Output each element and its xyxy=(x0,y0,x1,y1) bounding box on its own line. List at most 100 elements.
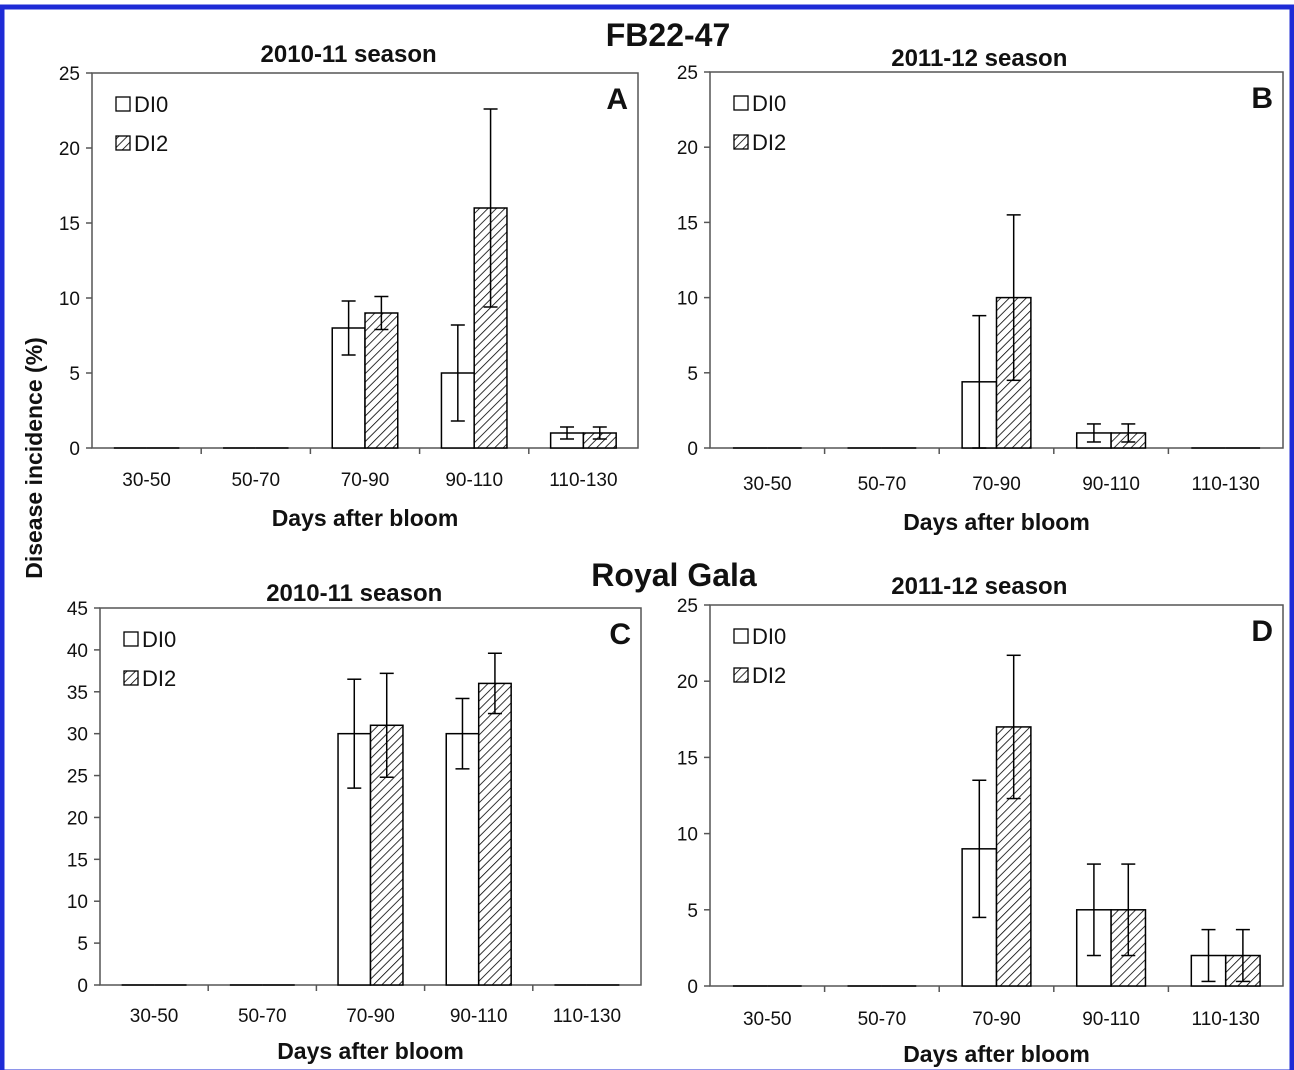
panels: 2010-11 season A 0 5 10 15 20 25 30-50 50-70 70-90… xyxy=(59,41,1284,1067)
error-bar xyxy=(347,678,362,789)
panel-letter: C xyxy=(609,618,631,651)
x-tick-label: 110-130 xyxy=(549,470,617,491)
x-tick-label: 50-70 xyxy=(231,470,280,491)
x-tick-label: 50-70 xyxy=(858,1009,907,1030)
error-bar xyxy=(592,426,607,440)
x-tick-label: 70-90 xyxy=(341,470,390,491)
legend-label: DI0 xyxy=(752,624,786,649)
error-bar xyxy=(1121,423,1136,443)
y-tick-label: 10 xyxy=(67,892,88,913)
legend-swatch xyxy=(123,631,139,647)
y-tick-label: 5 xyxy=(69,364,80,385)
error-bar xyxy=(374,295,389,331)
error-bar xyxy=(972,314,987,449)
x-tick-label: 30-50 xyxy=(743,474,792,495)
y-tick-label: 0 xyxy=(687,977,698,998)
legend-item-di2: DI2 xyxy=(733,130,786,155)
x-tick-label: 70-90 xyxy=(346,1006,395,1027)
y-tick-label: 20 xyxy=(677,672,698,693)
panel-letter: A xyxy=(606,83,628,116)
y-tick-label: 10 xyxy=(677,825,698,846)
x-axis-title: Days after bloom xyxy=(272,505,459,531)
error-bar xyxy=(972,779,987,919)
y-tick-label: 10 xyxy=(677,289,698,310)
y-tick-label: 15 xyxy=(67,850,88,871)
y-tick-label: 45 xyxy=(67,599,88,620)
panel-title: 2010-11 season xyxy=(266,580,442,607)
x-tick-label: 70-90 xyxy=(972,1009,1021,1030)
error-bar xyxy=(450,324,465,422)
error-bar xyxy=(1006,654,1021,800)
legend-label: DI2 xyxy=(142,666,176,691)
x-tick-label: 90-110 xyxy=(445,470,503,491)
legend-label: DI0 xyxy=(142,627,176,652)
y-tick-label: 5 xyxy=(77,934,88,955)
x-tick-label: 30-50 xyxy=(130,1006,179,1027)
y-tick-label: 15 xyxy=(59,214,80,235)
error-bar xyxy=(1235,928,1250,983)
panel-title: 2010-11 season xyxy=(261,41,437,68)
legend-label: DI0 xyxy=(752,91,786,116)
error-bar xyxy=(1121,863,1136,957)
y-tick-label: 25 xyxy=(677,596,698,617)
y-tick-label: 5 xyxy=(687,364,698,385)
error-bar xyxy=(1006,214,1021,382)
panel-title: 2011-12 season xyxy=(891,573,1067,600)
legend-item-di0: DI0 xyxy=(123,627,176,652)
error-bar xyxy=(487,652,502,715)
y-tick-label: 25 xyxy=(59,64,80,85)
legend-label: DI2 xyxy=(134,131,168,156)
y-tick-label: 35 xyxy=(67,683,88,704)
y-tick-label: 5 xyxy=(687,901,698,922)
legend-item-di0: DI0 xyxy=(733,624,786,649)
x-axis-title: Days after bloom xyxy=(903,509,1090,535)
x-axis-title: Days after bloom xyxy=(903,1041,1090,1067)
y-tick-label: 15 xyxy=(677,748,698,769)
legend-item-di0: DI0 xyxy=(733,91,786,116)
bar-di0 xyxy=(445,732,480,986)
legend-swatch xyxy=(733,667,749,683)
error-bar xyxy=(1086,423,1101,443)
error-bar xyxy=(455,697,470,770)
y-tick-label: 0 xyxy=(687,439,698,460)
group-title-royal-gala: Royal Gala xyxy=(591,557,757,593)
panel-c: 2010-11 season C 0 5 10 15 20 25 30 35 40 45 30-50 50… xyxy=(67,580,642,1064)
error-bar xyxy=(483,108,498,308)
legend-label: DI2 xyxy=(752,130,786,155)
x-tick-label: 90-110 xyxy=(1082,474,1140,495)
error-bar xyxy=(560,426,575,440)
x-tick-label: 110-130 xyxy=(1192,474,1260,495)
panel-d: 2011-12 season D 0 5 10 15 20 25 30-50 50-70 70-90… xyxy=(677,573,1284,1067)
y-tick-label: 10 xyxy=(59,289,80,310)
legend-label: DI0 xyxy=(134,92,168,117)
panel-b: 2011-12 season B 0 5 10 15 20 25 30-50 50-70 70-90… xyxy=(677,45,1284,535)
y-tick-label: 20 xyxy=(677,138,698,159)
legend-swatch xyxy=(733,95,749,111)
x-axis-title: Days after bloom xyxy=(277,1038,464,1064)
y-tick-label: 25 xyxy=(67,767,88,788)
x-tick-label: 110-130 xyxy=(1192,1009,1260,1030)
legend-swatch xyxy=(115,135,131,151)
y-tick-label: 25 xyxy=(677,63,698,84)
y-tick-label: 15 xyxy=(677,213,698,234)
y-tick-label: 20 xyxy=(67,808,88,829)
x-tick-label: 110-130 xyxy=(553,1006,621,1027)
bar-di2 xyxy=(477,682,512,986)
y-tick-label: 20 xyxy=(59,139,80,160)
error-bar xyxy=(1086,863,1101,957)
legend-swatch xyxy=(123,670,139,686)
group-title-fb22-47: FB22-47 xyxy=(606,17,731,53)
panel-letter: B xyxy=(1251,82,1273,115)
legend-label: DI2 xyxy=(752,663,786,688)
error-bar xyxy=(341,300,356,356)
error-bar xyxy=(1201,928,1216,983)
x-tick-label: 30-50 xyxy=(743,1009,792,1030)
error-bar xyxy=(379,672,394,778)
x-tick-label: 50-70 xyxy=(858,474,907,495)
legend-item-di2: DI2 xyxy=(733,663,786,688)
panel-title: 2011-12 season xyxy=(891,45,1067,72)
y-tick-label: 30 xyxy=(67,725,88,746)
legend-item-di0: DI0 xyxy=(115,92,168,117)
x-tick-label: 90-110 xyxy=(1082,1009,1140,1030)
